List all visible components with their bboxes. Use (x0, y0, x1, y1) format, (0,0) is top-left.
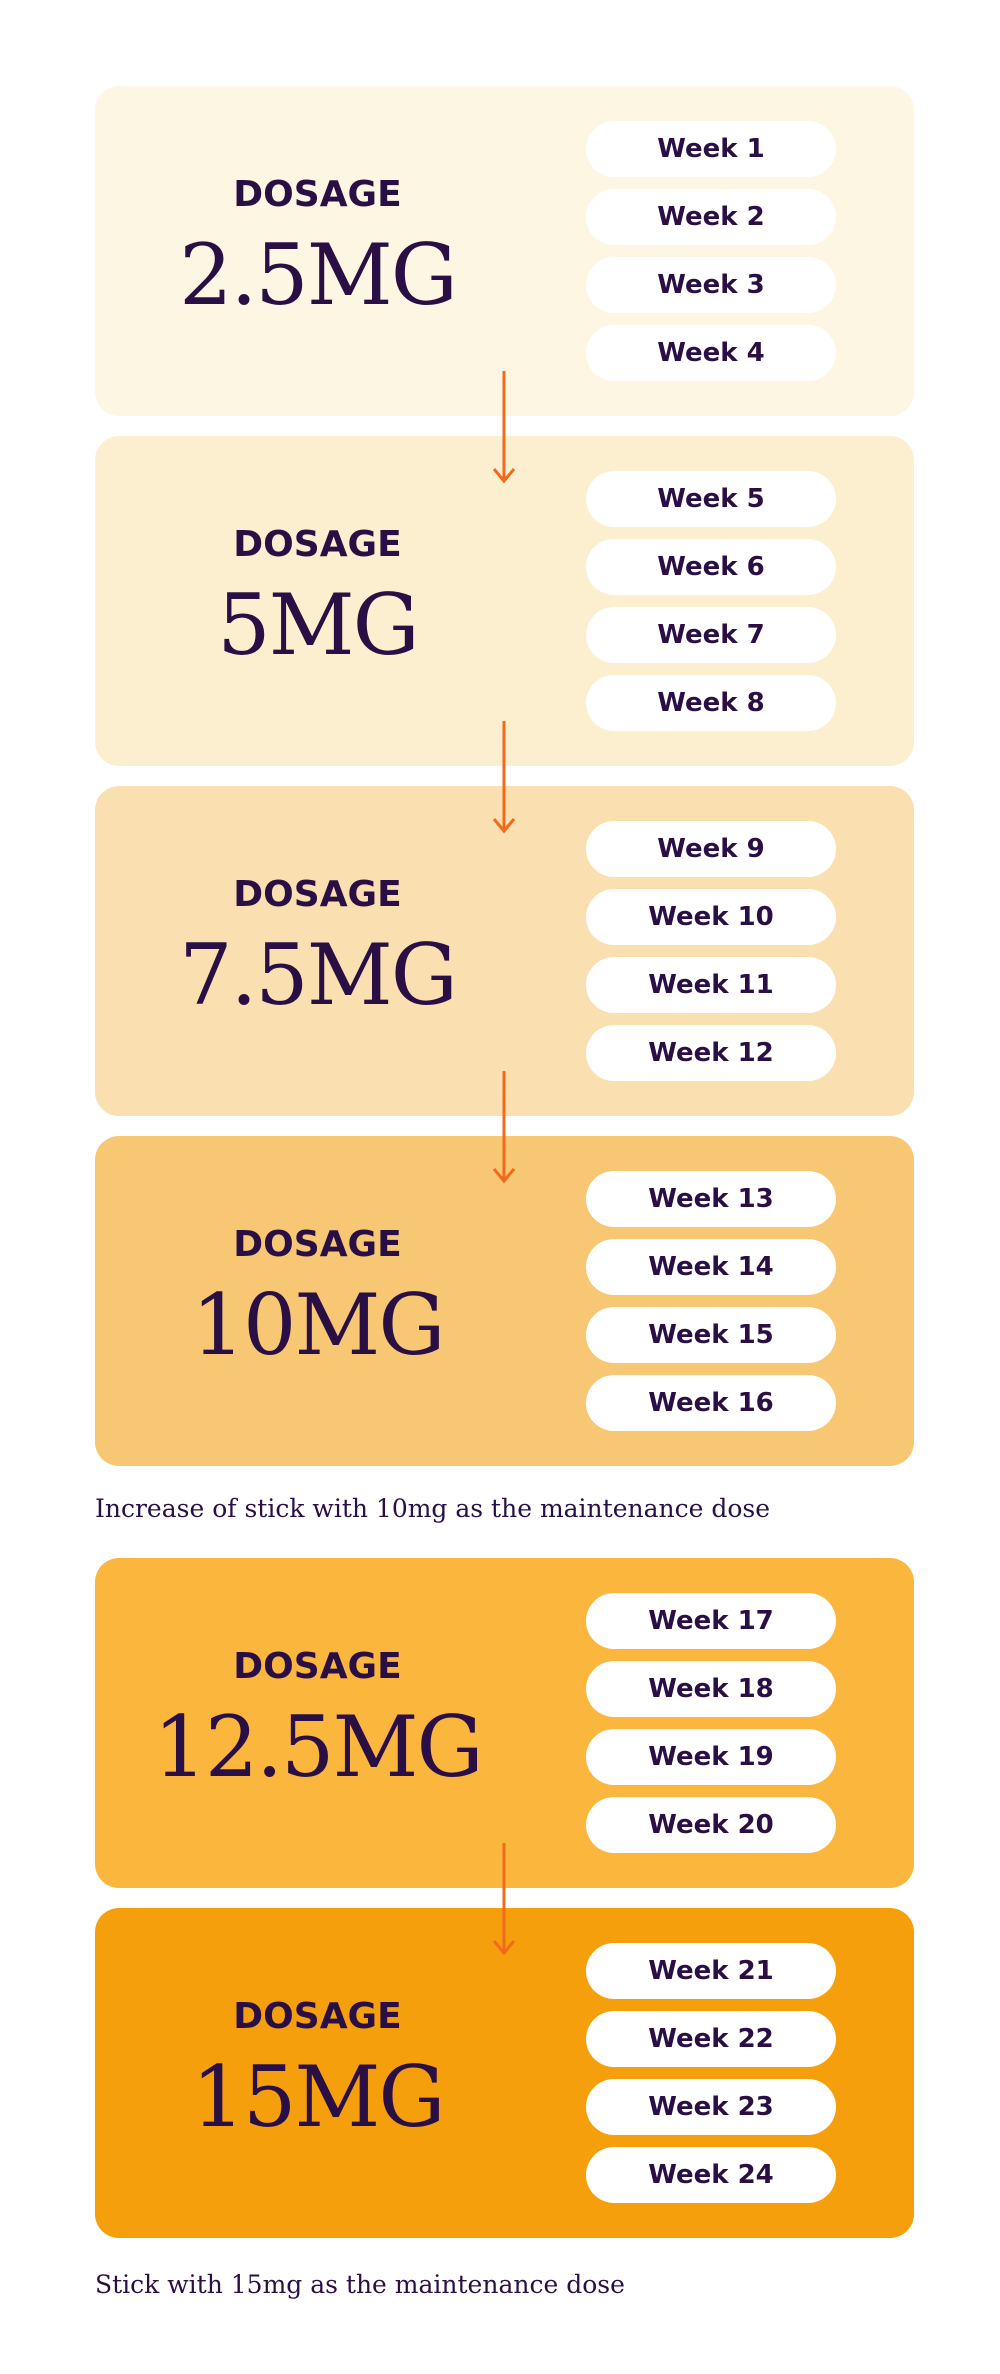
week-pill: Week 21 (586, 1943, 836, 1999)
week-pill: Week 3 (586, 257, 836, 313)
week-pill: Week 19 (586, 1729, 836, 1785)
week-pill: Week 22 (586, 2011, 836, 2067)
week-pill: Week 14 (586, 1239, 836, 1295)
week-pill: Week 15 (586, 1307, 836, 1363)
week-pill: Week 20 (586, 1797, 836, 1853)
week-pill: Week 11 (586, 957, 836, 1013)
dosage-label: DOSAGE (233, 874, 402, 915)
week-pill: Week 10 (586, 889, 836, 945)
dosage-label: DOSAGE (233, 1646, 402, 1687)
dosage-card: DOSAGE 15MG Week 21 Week 22 Week 23 Week 24 (95, 1908, 914, 2238)
week-pill: Week 13 (586, 1171, 836, 1227)
dosage-card: DOSAGE 7.5MG Week 9 Week 10 Week 11 Week 12 (95, 786, 914, 1116)
dosage-label: DOSAGE (233, 1224, 402, 1265)
dosage-value: 10MG (191, 1276, 446, 1374)
week-pill: Week 12 (586, 1025, 836, 1081)
dosage-card: DOSAGE 2.5MG Week 1 Week 2 Week 3 Week 4 (95, 86, 914, 416)
dosage-card: DOSAGE 10MG Week 13 Week 14 Week 15 Week 16 (95, 1136, 914, 1466)
dosage-label: DOSAGE (233, 1996, 402, 2037)
note: Increase of stick with 10mg as the maint… (95, 1494, 771, 1523)
week-pill: Week 1 (586, 121, 836, 177)
note: Stick with 15mg as the maintenance dose (95, 2270, 625, 2299)
week-pill: Week 2 (586, 189, 836, 245)
dosage-value: 5MG (217, 576, 420, 674)
week-pill: Week 8 (586, 675, 836, 731)
dosage-card: DOSAGE 12.5MG Week 17 Week 18 Week 19 Week 20 (95, 1558, 914, 1888)
dosage-value: 12.5MG (153, 1698, 483, 1796)
week-pill: Week 4 (586, 325, 836, 381)
week-pill: Week 5 (586, 471, 836, 527)
week-pill: Week 23 (586, 2079, 836, 2135)
dosage-label: DOSAGE (233, 174, 402, 215)
week-pill: Week 18 (586, 1661, 836, 1717)
dosage-value: 15MG (191, 2048, 446, 2146)
dosage-value: 7.5MG (179, 926, 458, 1024)
week-pill: Week 6 (586, 539, 836, 595)
dosage-label: DOSAGE (233, 524, 402, 565)
week-pill: Week 24 (586, 2147, 836, 2203)
dosage-value: 2.5MG (179, 226, 458, 324)
week-pill: Week 16 (586, 1375, 836, 1431)
dosage-card: DOSAGE 5MG Week 5 Week 6 Week 7 Week 8 (95, 436, 914, 766)
week-pill: Week 17 (586, 1593, 836, 1649)
week-pill: Week 9 (586, 821, 836, 877)
week-pill: Week 7 (586, 607, 836, 663)
